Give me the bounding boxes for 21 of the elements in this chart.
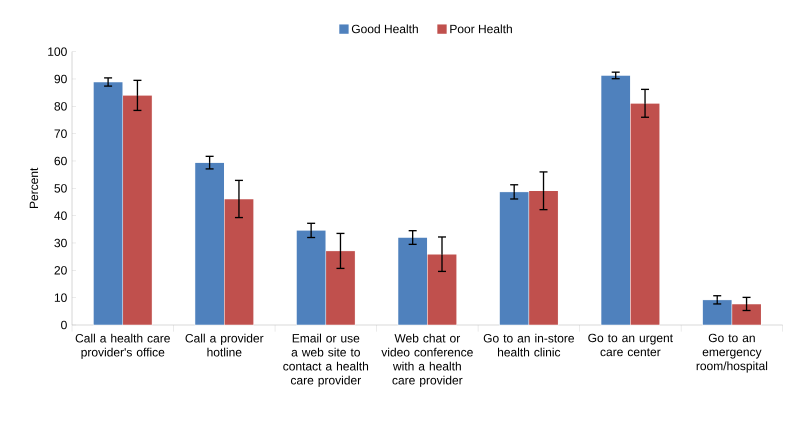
- y-tick-label: 90: [54, 74, 67, 84]
- y-tick-label: 0: [61, 320, 67, 330]
- x-tick-label: Go to an emergency room/hospital: [696, 334, 768, 373]
- y-tick-label: 50: [54, 184, 67, 193]
- x-tick-label: Web chat or video conference with a health care provider: [381, 334, 473, 387]
- x-tick-label: Go to an urgent care center: [588, 334, 673, 356]
- x-tick-label: Email or use a web site to contact a health care provider: [283, 334, 368, 387]
- x-tick-label: Call a provider hotline: [186, 334, 264, 357]
- y-axis-title: Percent: [30, 168, 38, 208]
- y-tick-label: 70: [54, 129, 67, 138]
- x-tick-label: Go to an in-store health clinic: [484, 334, 574, 357]
- y-tick-label: 80: [54, 102, 67, 111]
- y-tick-label: 20: [54, 266, 67, 275]
- legend-label: Poor Health: [450, 24, 512, 34]
- y-tick-label: 60: [54, 156, 67, 166]
- y-tick-label: 30: [54, 238, 67, 248]
- x-tick-label: Call a health care provider's office: [76, 334, 170, 359]
- y-tick-label: 10: [54, 293, 67, 302]
- y-tick-label: 40: [54, 211, 67, 220]
- legend-label: Good Health: [352, 24, 418, 34]
- y-tick-label: 100: [48, 47, 67, 56]
